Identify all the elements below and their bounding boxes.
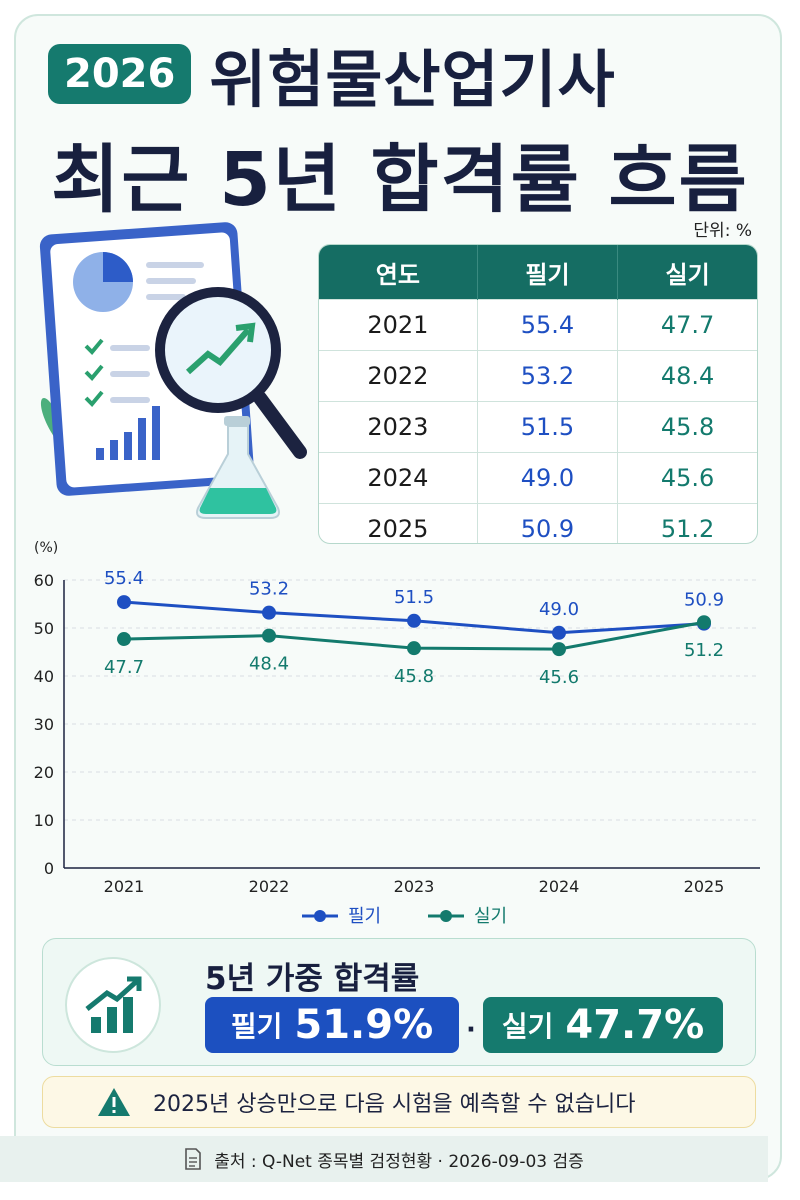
flask-icon (196, 416, 280, 519)
practical-label: 실기 (501, 1010, 554, 1043)
cell-year: 2023 (319, 401, 478, 453)
legend-marker (314, 910, 326, 922)
cell-year: 2024 (319, 452, 478, 504)
document-icon (185, 1148, 201, 1170)
y-tick-label: 30 (34, 715, 54, 734)
y-tick-label: 10 (34, 811, 54, 830)
data-point (262, 605, 276, 620)
data-point (552, 642, 566, 657)
x-tick-label: 2025 (684, 877, 725, 896)
year-badge: 2026 (48, 44, 192, 104)
x-tick-label: 2024 (539, 877, 580, 896)
cell-practical: 45.8 (617, 401, 757, 453)
table-row: 2024 49.0 45.6 (319, 452, 757, 504)
cell-year: 2021 (319, 299, 478, 351)
written-label: 필기 (230, 1010, 283, 1043)
growth-chart-icon (65, 957, 161, 1053)
y-tick-label: 40 (34, 667, 54, 686)
warning-triangle-icon (98, 1088, 130, 1116)
pass-rate-line-chart: (%) 0 10 20 30 40 50 60 2021 2022 2023 2024 2025 55.4… (34, 540, 760, 927)
x-tick-label: 2021 (104, 877, 145, 896)
practical-value: 47.7% (565, 1002, 705, 1048)
y-tick-label: 60 (34, 571, 54, 590)
data-label: 48.4 (249, 654, 289, 675)
data-label: 45.8 (394, 666, 434, 687)
data-point (407, 641, 421, 656)
source-text: 출처 : Q-Net 종목별 검정현황 · 2026-09-03 검증 (214, 1151, 584, 1172)
cell-practical: 48.4 (617, 350, 757, 402)
x-tick-label: 2023 (394, 877, 435, 896)
title-line2: 최근 5년 합격률 흐름 (51, 137, 749, 223)
data-label: 51.2 (684, 640, 724, 661)
data-label: 49.0 (539, 599, 579, 620)
cell-practical: 47.7 (617, 299, 757, 351)
table-row: 2023 51.5 45.8 (319, 401, 757, 453)
table-row: 2022 53.2 48.4 (319, 350, 757, 402)
legend-marker (440, 910, 452, 922)
report-illustration (39, 222, 307, 519)
cell-written: 50.9 (476, 503, 618, 543)
data-label: 50.9 (684, 590, 724, 611)
cell-year: 2022 (319, 350, 478, 402)
table-row: 2021 55.4 47.7 (319, 299, 757, 351)
data-label: 55.4 (104, 568, 144, 589)
weighted-summary-box: 5년 가중 합격률 필기 51.9% · 실기 47.7% (42, 938, 756, 1066)
y-tick-label: 50 (34, 619, 54, 638)
col-header-practical: 실기 (617, 245, 757, 300)
y-tick-label: 0 (44, 859, 54, 878)
data-point (697, 615, 711, 630)
legend-label: 실기 (474, 906, 507, 927)
title-row: 2026 위험물산업기사 (48, 32, 616, 116)
data-label: 51.5 (394, 587, 434, 608)
unit-label: 단위: % (693, 221, 752, 241)
table-header-row: 연도 필기 실기 (319, 245, 757, 300)
title-line1: 위험물산업기사 (209, 43, 616, 116)
warning-banner: 2025년 상승만으로 다음 시험을 예측할 수 없습니다 (42, 1076, 756, 1128)
data-label: 47.7 (104, 657, 144, 678)
data-point (407, 613, 421, 628)
data-label: 45.6 (539, 667, 579, 688)
table-row: 2025 50.9 51.2 (319, 503, 757, 543)
written-value: 51.9% (294, 1002, 434, 1048)
cell-written: 51.5 (476, 401, 618, 453)
separator-dot: · (466, 1015, 476, 1045)
data-point (117, 595, 131, 610)
warning-text: 2025년 상승만으로 다음 시험을 예측할 수 없습니다 (153, 1092, 636, 1117)
cell-written: 49.0 (476, 452, 618, 504)
written-rate-pill: 필기 51.9% (205, 997, 459, 1053)
magnifier-icon (155, 287, 307, 459)
cell-written: 53.2 (476, 350, 618, 402)
cell-practical: 45.6 (617, 452, 757, 504)
data-point (552, 625, 566, 640)
data-point (262, 628, 276, 643)
data-label: 53.2 (249, 579, 289, 600)
cell-written: 55.4 (476, 299, 618, 351)
y-tick-label: 20 (34, 763, 54, 782)
practical-rate-pill: 실기 47.7% (483, 997, 723, 1053)
col-header-year: 연도 (319, 245, 478, 300)
y-axis-label: (%) (34, 540, 58, 556)
summary-title: 5년 가중 합격률 (205, 961, 420, 997)
x-tick-label: 2022 (249, 877, 290, 896)
legend-label: 필기 (348, 906, 381, 927)
col-header-written: 필기 (476, 245, 618, 300)
data-point (117, 632, 131, 647)
pass-rate-table: 연도 필기 실기 2021 55.4 47.7 2022 53.2 48.4 2… (318, 244, 758, 544)
cell-practical: 51.2 (617, 503, 757, 543)
cell-year: 2025 (319, 503, 478, 543)
source-footer: 출처 : Q-Net 종목별 검정현황 · 2026-09-03 검증 (0, 1136, 768, 1182)
